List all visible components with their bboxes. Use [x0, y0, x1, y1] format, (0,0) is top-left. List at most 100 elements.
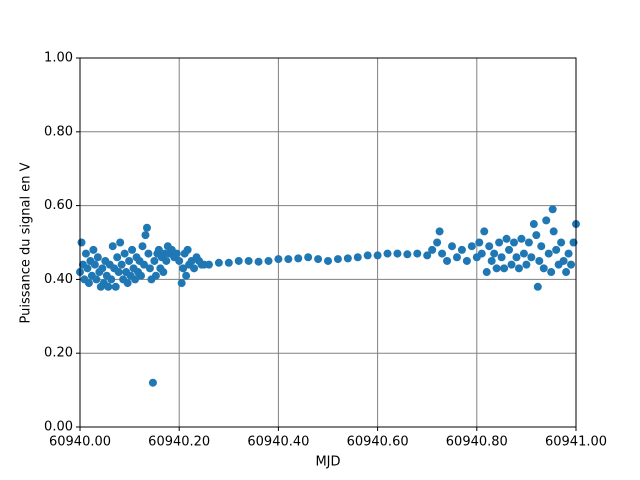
point [172, 249, 181, 258]
point [505, 245, 514, 254]
point [141, 231, 150, 240]
point [98, 264, 107, 273]
point [524, 238, 533, 247]
y-tick-label: 0.40 [44, 272, 73, 287]
point [552, 245, 561, 254]
point [537, 242, 546, 251]
point [108, 242, 117, 251]
point [137, 271, 146, 280]
point [527, 253, 536, 262]
point [92, 275, 101, 284]
point [548, 205, 557, 214]
point [314, 255, 323, 264]
x-tick-label: 60940.60 [347, 435, 409, 450]
point [428, 245, 437, 254]
point [154, 245, 163, 254]
point [333, 255, 342, 264]
plot-frame [79, 57, 577, 428]
point [363, 251, 372, 260]
point [477, 249, 486, 258]
point [502, 234, 511, 243]
x-axis-label: MJD [315, 455, 340, 470]
point [559, 256, 568, 265]
point [125, 256, 134, 265]
point [284, 255, 293, 264]
point [433, 238, 442, 247]
point [403, 250, 412, 259]
point [145, 264, 154, 273]
y-tick-label: 1.00 [44, 51, 73, 66]
point [497, 253, 506, 262]
point [532, 231, 541, 240]
point [224, 258, 233, 267]
point [533, 282, 542, 291]
point [487, 256, 496, 265]
point [131, 275, 140, 284]
point [264, 256, 273, 265]
point [490, 249, 499, 258]
point [539, 264, 548, 273]
point [150, 256, 159, 265]
y-axis-label: Puissance du signal en V [19, 162, 34, 323]
point [423, 251, 432, 260]
point [183, 245, 192, 254]
point [567, 260, 576, 269]
point [234, 256, 243, 265]
point [204, 260, 213, 269]
point [457, 245, 466, 254]
point [120, 249, 129, 258]
point [179, 264, 188, 273]
point [190, 264, 199, 273]
point [89, 245, 98, 254]
point [480, 227, 489, 236]
point [123, 279, 132, 288]
point [438, 249, 447, 258]
x-tick-label: 60940.20 [148, 435, 210, 450]
point [564, 249, 573, 258]
point [517, 234, 526, 243]
point [93, 253, 102, 262]
point [393, 249, 402, 258]
point [452, 253, 461, 262]
point [492, 264, 501, 273]
point [448, 242, 456, 251]
point [90, 260, 99, 269]
point [549, 227, 558, 236]
point [142, 223, 151, 232]
point [116, 238, 125, 247]
point [77, 238, 86, 247]
point [443, 256, 452, 265]
point [84, 279, 93, 288]
point [547, 268, 556, 277]
point [111, 282, 120, 291]
point [512, 253, 521, 262]
point [500, 264, 509, 273]
point [107, 275, 116, 284]
point [114, 268, 123, 277]
point [294, 254, 303, 263]
point [182, 271, 191, 280]
point [104, 282, 113, 291]
point [482, 268, 491, 277]
x-tick-label: 60940.00 [49, 435, 111, 450]
point [522, 260, 531, 269]
point [510, 238, 518, 247]
point [535, 256, 544, 265]
x-tick-label: 60940.40 [247, 435, 309, 450]
point [373, 251, 382, 260]
point [324, 256, 332, 265]
point [435, 227, 444, 236]
y-tick-label: 0.20 [44, 346, 73, 361]
point [139, 260, 148, 269]
point [514, 264, 523, 273]
point [177, 279, 186, 288]
point [175, 256, 184, 265]
point [144, 249, 153, 258]
point [542, 216, 551, 225]
point [81, 249, 90, 258]
point [383, 249, 392, 258]
point [562, 268, 571, 277]
point [148, 378, 157, 387]
